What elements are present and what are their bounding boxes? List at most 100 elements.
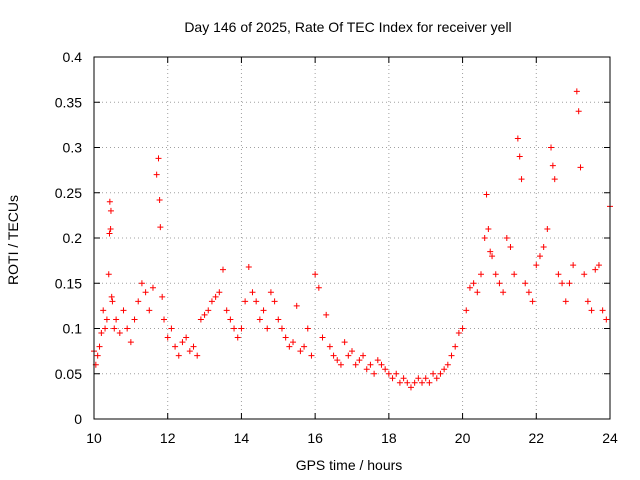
data-point	[278, 325, 285, 332]
data-point	[131, 316, 138, 323]
data-point	[496, 280, 503, 287]
x-axis-label: GPS time / hours	[296, 457, 403, 473]
data-point	[360, 352, 367, 359]
data-point	[231, 325, 238, 332]
data-point	[107, 207, 114, 214]
data-point	[223, 307, 230, 314]
data-point	[536, 253, 543, 260]
data-point	[242, 298, 249, 305]
data-point	[363, 366, 370, 373]
data-point	[106, 230, 113, 237]
data-point	[371, 370, 378, 377]
data-point	[156, 196, 163, 203]
data-point	[529, 298, 536, 305]
data-point	[216, 289, 223, 296]
y-axis-label: ROTI / TECUs	[5, 195, 21, 285]
data-point	[511, 271, 518, 278]
data-point	[485, 225, 492, 232]
data-point	[595, 262, 602, 269]
data-point	[470, 280, 477, 287]
data-point	[153, 171, 160, 178]
data-point	[249, 289, 256, 296]
data-point	[426, 379, 433, 386]
data-point	[175, 352, 182, 359]
data-point	[455, 330, 462, 337]
data-point	[108, 293, 115, 300]
data-points	[91, 88, 613, 391]
data-point	[334, 357, 341, 364]
data-point	[483, 191, 490, 198]
x-tick-label: 20	[455, 430, 471, 446]
data-point	[135, 298, 142, 305]
data-point	[201, 311, 208, 318]
data-point	[592, 266, 599, 273]
data-point	[111, 325, 118, 332]
y-tick-label: 0	[74, 411, 82, 427]
data-point	[107, 225, 114, 232]
axis-ticks	[93, 56, 611, 420]
data-point	[297, 348, 304, 355]
data-point	[275, 316, 282, 323]
data-point	[212, 293, 219, 300]
data-point	[205, 307, 212, 314]
data-point	[599, 307, 606, 314]
data-point	[548, 144, 555, 151]
data-point	[507, 244, 514, 251]
data-point	[459, 325, 466, 332]
y-tick-label: 0.35	[55, 94, 82, 110]
data-point	[367, 361, 374, 368]
data-point	[124, 325, 131, 332]
y-tick-label: 0.25	[55, 185, 82, 201]
data-point	[172, 343, 179, 350]
data-point	[256, 316, 263, 323]
data-point	[466, 284, 473, 291]
data-point	[179, 339, 186, 346]
data-point	[549, 162, 556, 169]
y-tick-labels: 0 0.05 0.1 0.15 0.2 0.25 0.3 0.35 0.4	[55, 49, 82, 427]
data-point	[492, 271, 499, 278]
data-point	[356, 357, 363, 364]
data-point	[345, 352, 352, 359]
x-tick-label: 24	[602, 430, 618, 446]
data-point	[186, 348, 193, 355]
x-tick-label: 16	[307, 430, 323, 446]
x-tick-labels: 10 12 14 16 18 20 22 24	[86, 430, 618, 446]
x-tick-label: 12	[160, 430, 176, 446]
data-point	[113, 316, 120, 323]
data-point	[271, 298, 278, 305]
y-tick-label: 0.1	[63, 321, 83, 337]
data-point	[581, 271, 588, 278]
data-point	[323, 311, 330, 318]
data-point	[138, 280, 145, 287]
data-point	[116, 330, 123, 337]
data-point	[120, 307, 127, 314]
data-point	[103, 316, 110, 323]
data-point	[157, 224, 164, 231]
data-point	[315, 284, 322, 291]
data-point	[168, 325, 175, 332]
data-point	[573, 88, 580, 95]
data-point	[142, 289, 149, 296]
data-point	[575, 108, 582, 115]
data-point	[286, 343, 293, 350]
data-point	[385, 370, 392, 377]
data-point	[349, 348, 355, 355]
data-point	[448, 352, 455, 359]
data-point	[555, 271, 562, 278]
data-point	[341, 339, 348, 346]
x-tick-label: 18	[381, 430, 397, 446]
data-point	[194, 352, 201, 359]
data-point	[584, 298, 591, 305]
data-point	[452, 343, 459, 350]
data-point	[516, 153, 523, 160]
data-point	[514, 135, 521, 142]
data-point	[481, 235, 488, 241]
data-point	[441, 366, 448, 373]
data-point	[382, 366, 389, 373]
data-point	[146, 307, 153, 314]
data-point	[407, 384, 414, 391]
plot-frame	[93, 56, 611, 420]
chart-title: Day 146 of 2025, Rate Of TEC Index for r…	[184, 19, 511, 35]
data-point	[164, 334, 171, 341]
data-point	[98, 330, 105, 337]
